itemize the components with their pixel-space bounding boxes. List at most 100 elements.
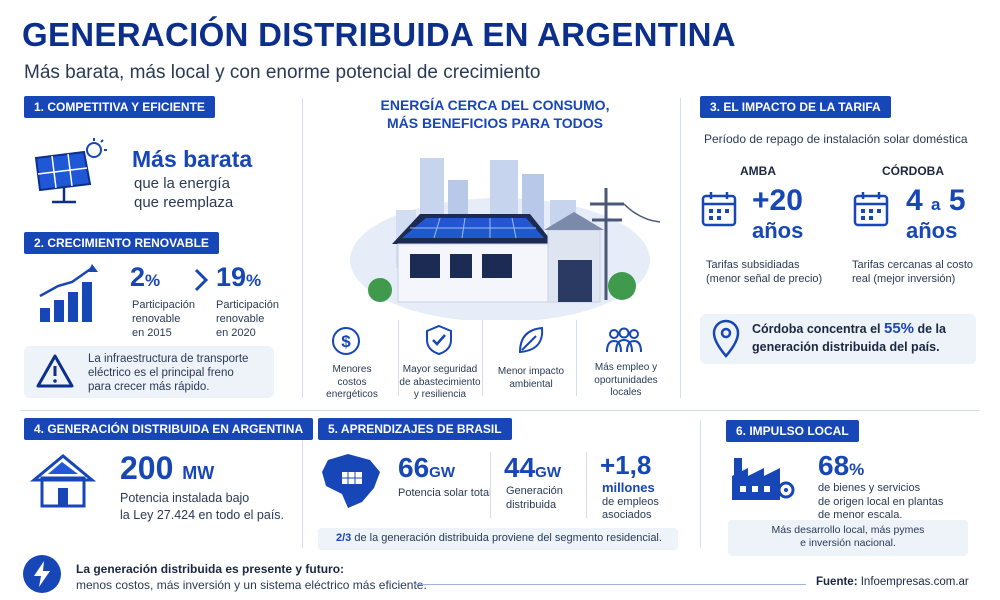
s5-value-2: 44 xyxy=(504,452,536,483)
s5-desc-3b: asociados xyxy=(602,509,652,521)
s2-desc-2015-a: Participación xyxy=(132,299,195,311)
solar-panel-icon xyxy=(34,138,107,204)
s3-intro: Período de repago de instalación solar d… xyxy=(704,132,968,146)
s3-note-box xyxy=(700,314,976,364)
section-3-tag: 3. EL IMPACTO DE LA TARIFA xyxy=(700,96,891,118)
benefit-2-a: Mayor seguridad xyxy=(402,364,478,375)
brazil-map-icon xyxy=(322,454,380,508)
s5-unit-1: GW xyxy=(429,464,455,481)
solar-house-icon xyxy=(30,454,96,508)
s6-desc-3: de menor escala. xyxy=(818,509,903,521)
source-link[interactable]: Infoempresas.com.ar xyxy=(860,576,969,588)
s2-value-2020: 19 xyxy=(216,262,247,292)
warning-icon xyxy=(36,354,74,388)
amba-value: +20 xyxy=(752,184,803,217)
benefit-1-c: energéticos xyxy=(326,389,378,400)
s5-unit-2: GW xyxy=(535,464,561,481)
s5-note-box xyxy=(318,528,678,550)
s2-desc-2020-b: renovable xyxy=(216,313,265,325)
svg-text:$: $ xyxy=(341,332,351,351)
dollar-icon: $ xyxy=(332,327,360,355)
s2-value-2015: 2 xyxy=(130,262,146,292)
footer-line-2: menos costos, más inversión y un sistema… xyxy=(76,578,427,592)
s3-note-pre: Córdoba concentra el xyxy=(752,322,884,336)
amba-desc-2: (menor señal de precio) xyxy=(706,273,823,285)
cba-desc-1: Tarifas cercanas al costo xyxy=(852,259,974,271)
s4-desc-1: Potencia instalada bajo xyxy=(120,491,250,505)
s2-warning-2: eléctrico es el principal freno xyxy=(88,367,234,379)
s2-warning-3: para crecer más rápido. xyxy=(88,381,210,393)
amba-unit: años xyxy=(752,218,804,243)
cba-unit: años xyxy=(906,218,958,243)
s3-note-pct: 55% xyxy=(883,320,915,337)
calendar-icon xyxy=(853,192,889,227)
s5-note-frac: 2/3 xyxy=(336,532,352,544)
s5-desc-1: Potencia solar total xyxy=(398,487,492,499)
s2-unit-2015: % xyxy=(145,271,161,290)
page-title: GENERACIÓN DISTRIBUIDA EN ARGENTINA xyxy=(22,16,736,53)
s3-note-post: de la xyxy=(914,322,946,336)
s6-value: 68 xyxy=(818,450,850,481)
cba-value-b: 5 xyxy=(948,184,966,217)
shield-icon xyxy=(426,324,452,356)
cba-value-a: 4 xyxy=(906,184,923,217)
growth-chart-icon xyxy=(39,264,98,322)
cba-value-mid: a xyxy=(931,195,941,214)
s6-note-2: e inversión nacional. xyxy=(800,537,896,549)
s6-unit: % xyxy=(849,460,865,479)
leaf-icon xyxy=(518,326,544,354)
s4-unit: MW xyxy=(182,463,215,483)
s4-value: 200 xyxy=(120,450,174,486)
s5-value-3: +1,8 xyxy=(600,450,652,480)
house-illustration xyxy=(350,158,660,320)
benefit-4-b: oportunidades xyxy=(594,374,658,386)
lightning-icon xyxy=(23,555,61,593)
center-heading-1: ENERGÍA CERCA DEL CONSUMO, xyxy=(380,97,610,113)
page-subtitle: Más barata, más local y con enorme poten… xyxy=(24,62,541,83)
section-4-tag: 4. GENERACIÓN DISTRIBUIDA EN ARGENTINA xyxy=(24,418,314,440)
s1-headline: Más barata xyxy=(132,146,253,172)
s2-desc-2020-a: Participación xyxy=(216,299,279,311)
s6-note-1: Más desarrollo local, más pymes xyxy=(771,524,925,536)
s2-unit-2020: % xyxy=(246,271,262,290)
s5-desc-3a: de empleos xyxy=(602,496,659,508)
section-1-tag: 1. COMPETITIVA Y EFICIENTE xyxy=(24,96,215,118)
benefit-3-b: ambiental xyxy=(509,378,553,390)
s6-desc-2: de origen local en plantas xyxy=(818,495,944,508)
s2-warning-1: La infraestructura de transporte xyxy=(88,353,249,365)
section-2-tag: 2. CRECIMIENTO RENOVABLE xyxy=(24,232,219,254)
s4-desc-2: la Ley 27.424 en todo el país. xyxy=(120,508,285,522)
people-icon xyxy=(606,327,642,353)
benefit-4-a: Más empleo y xyxy=(594,362,658,373)
benefit-1-a: Menores xyxy=(332,364,372,375)
benefit-2-b: de abastecimiento xyxy=(399,376,481,388)
benefit-4-c: locales xyxy=(610,387,642,398)
s6-desc-1: de bienes y servicios xyxy=(818,482,921,494)
calendar-icon xyxy=(701,192,737,227)
s5-unit-3: millones xyxy=(602,480,655,495)
s5-value-1: 66 xyxy=(398,452,430,483)
benefit-2-c: y resiliencia xyxy=(413,389,467,400)
benefit-1-b: costos xyxy=(337,376,367,388)
s1-line2: que reemplaza xyxy=(134,194,234,211)
s2-desc-2020-c: en 2020 xyxy=(216,327,256,339)
chevron-right-icon xyxy=(194,268,208,292)
s5-desc-2b: distribuida xyxy=(506,499,557,511)
cordoba-label: CÓRDOBA xyxy=(882,164,944,178)
s5-desc-2a: Generación xyxy=(506,485,563,497)
s3-note-line2: generación distribuida del país. xyxy=(752,340,940,354)
s1-line1: que la energía xyxy=(134,175,230,192)
section-6-tag: 6. IMPULSO LOCAL xyxy=(726,420,859,442)
location-pin-icon xyxy=(712,319,740,358)
s5-note-text: de la generación distribuida proviene de… xyxy=(351,532,662,544)
amba-desc-1: Tarifas subsidiadas xyxy=(706,259,800,271)
cba-desc-2: real (mejor inversión) xyxy=(852,273,956,285)
s6-note-box xyxy=(728,520,968,556)
source-label: Fuente: xyxy=(816,576,858,588)
center-heading-2: MÁS BENEFICIOS PARA TODOS xyxy=(387,115,603,131)
s2-desc-2015-c: en 2015 xyxy=(132,327,172,339)
amba-label: AMBA xyxy=(740,164,776,178)
benefit-3-a: Menor impacto xyxy=(497,366,565,377)
section-5-tag: 5. APRENDIZAJES DE BRASIL xyxy=(318,418,512,440)
factory-icon xyxy=(732,458,795,500)
